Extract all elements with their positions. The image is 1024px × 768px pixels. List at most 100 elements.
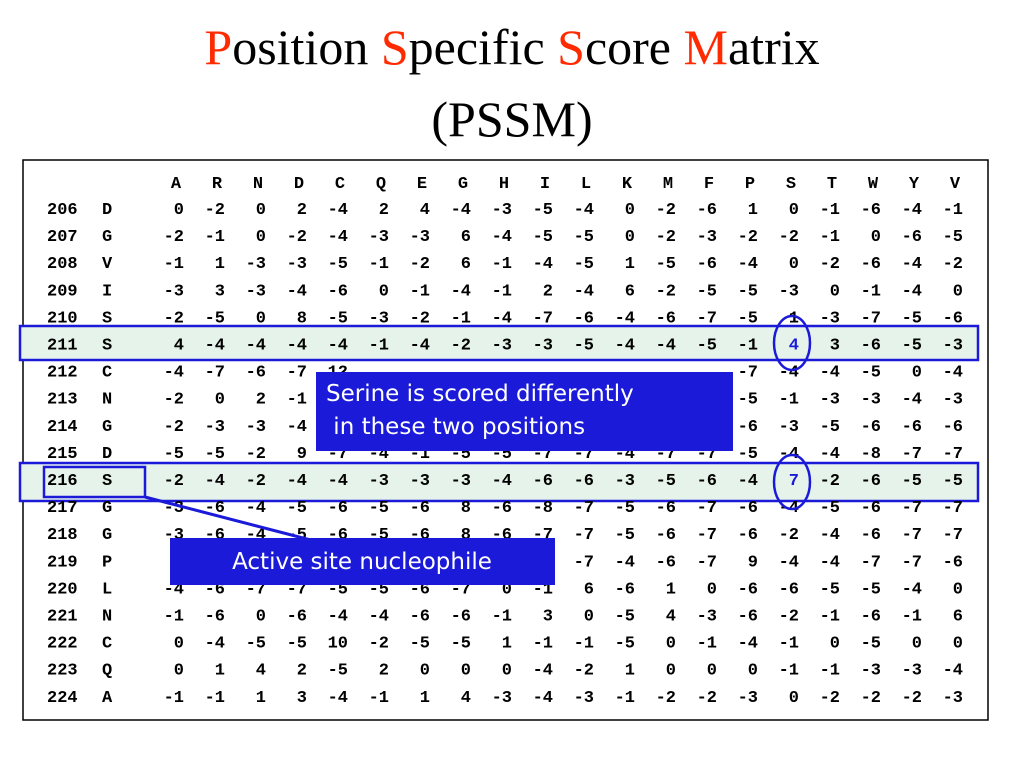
- score: -2: [574, 662, 594, 681]
- score: -2: [779, 608, 799, 627]
- score: -5: [164, 445, 184, 464]
- score: -1: [287, 391, 307, 410]
- position: 212: [47, 364, 78, 383]
- position: 224: [47, 689, 78, 708]
- score: -3: [369, 472, 389, 491]
- column-header: Q: [376, 175, 386, 194]
- score: 0: [625, 201, 635, 220]
- score: 2: [379, 201, 389, 220]
- score: -2: [779, 228, 799, 247]
- score: -5: [451, 635, 471, 654]
- score: 0: [256, 608, 266, 627]
- score: -6: [697, 472, 717, 491]
- score: -6: [656, 553, 676, 572]
- score: 3: [830, 337, 840, 356]
- score: -7: [861, 309, 881, 328]
- score: -2: [943, 255, 963, 274]
- score: -4: [287, 282, 307, 301]
- score: -1: [779, 635, 799, 654]
- score: -4: [328, 337, 348, 356]
- score: -5: [369, 499, 389, 518]
- callout-text: Active site nucleophile: [232, 549, 492, 575]
- score: -3: [410, 472, 430, 491]
- score: -4: [574, 282, 594, 301]
- score: -7: [697, 309, 717, 328]
- score: -6: [574, 309, 594, 328]
- residue: G: [102, 526, 112, 545]
- score: -2: [820, 255, 840, 274]
- score: -3: [451, 472, 471, 491]
- score: -6: [697, 255, 717, 274]
- column-header: V: [950, 175, 961, 194]
- score: 6: [461, 255, 471, 274]
- score: -5: [328, 255, 348, 274]
- callout-text: Serine is scored differently: [326, 381, 634, 407]
- score: 8: [297, 309, 307, 328]
- score: 6: [625, 282, 635, 301]
- score: -1: [492, 282, 512, 301]
- score: -6: [902, 418, 922, 437]
- score: -2: [697, 689, 717, 708]
- score: 2: [543, 282, 553, 301]
- score: -7: [697, 499, 717, 518]
- column-header: R: [212, 175, 223, 194]
- score: -5: [861, 635, 881, 654]
- title-part: P: [204, 19, 232, 75]
- score: -7: [943, 526, 963, 545]
- score: 0: [461, 662, 471, 681]
- score: -7: [738, 364, 758, 383]
- score: -1: [820, 201, 840, 220]
- score: -4: [820, 553, 840, 572]
- score: 8: [461, 526, 471, 545]
- score: -3: [533, 337, 553, 356]
- score: 0: [912, 364, 922, 383]
- score: -3: [861, 391, 881, 410]
- score: -5: [574, 228, 594, 247]
- score: -4: [287, 337, 307, 356]
- score: -6: [738, 526, 758, 545]
- score: -4: [164, 364, 184, 383]
- score: -4: [533, 662, 553, 681]
- score: -2: [164, 228, 184, 247]
- score: 0: [830, 635, 840, 654]
- score: -6: [779, 580, 799, 599]
- score: -5: [246, 635, 266, 654]
- score: 1: [666, 580, 676, 599]
- score: -1: [369, 689, 389, 708]
- callout: [170, 538, 555, 585]
- score: -3: [246, 255, 266, 274]
- score: -1: [902, 608, 922, 627]
- score: -7: [943, 499, 963, 518]
- score: -1: [492, 608, 512, 627]
- score: -4: [328, 472, 348, 491]
- score: -3: [615, 472, 635, 491]
- score: 0: [174, 201, 184, 220]
- score: -2: [164, 391, 184, 410]
- score: -1: [615, 689, 635, 708]
- score: -5: [615, 635, 635, 654]
- score: -7: [902, 526, 922, 545]
- score: -2: [451, 337, 471, 356]
- score: -6: [410, 580, 430, 599]
- score: -5: [943, 472, 963, 491]
- score: -3: [246, 418, 266, 437]
- score: -5: [656, 472, 676, 491]
- score: -6: [943, 418, 963, 437]
- score: -5: [287, 635, 307, 654]
- score: -6: [861, 201, 881, 220]
- column-header: D: [294, 175, 304, 194]
- score: -3: [205, 418, 225, 437]
- score: -2: [369, 635, 389, 654]
- circle: [772, 453, 812, 511]
- score: -1: [205, 689, 225, 708]
- score: -4: [205, 337, 225, 356]
- score: -6: [861, 526, 881, 545]
- score: -4: [615, 309, 635, 328]
- position: 221: [47, 608, 78, 627]
- score: -4: [738, 472, 758, 491]
- score: -3: [246, 282, 266, 301]
- score: 0: [584, 608, 594, 627]
- score: -4: [492, 228, 512, 247]
- score: -5: [615, 499, 635, 518]
- score: 0: [256, 228, 266, 247]
